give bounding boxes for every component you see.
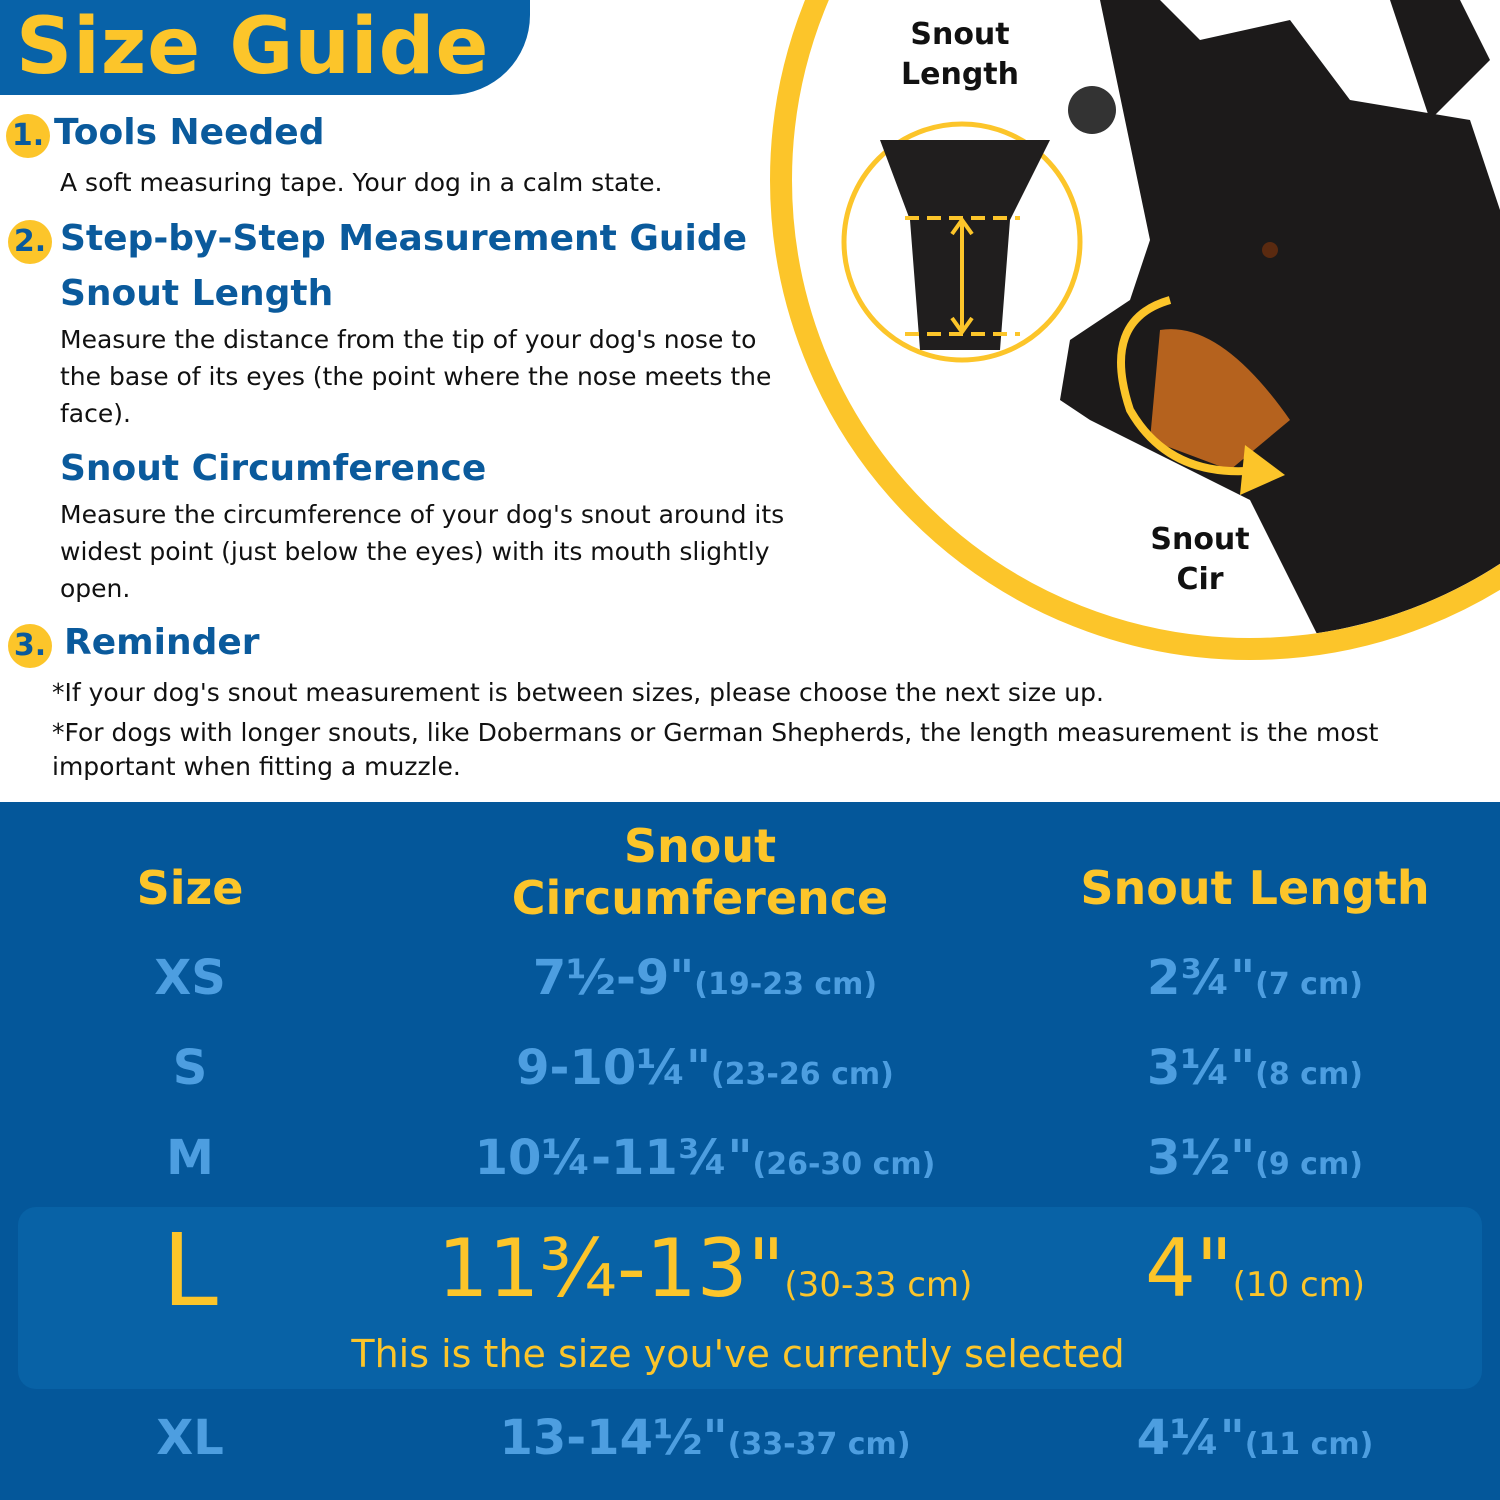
size-cell: XL	[156, 1410, 224, 1466]
value: 3¼"	[1147, 1040, 1256, 1096]
step-number-badge: 2.	[8, 220, 52, 264]
value-cm: (19-23 cm)	[694, 967, 878, 1002]
value: 10¼-11¾"	[474, 1130, 753, 1186]
length-cell: 3½"(9 cm)	[1015, 1130, 1495, 1186]
step-number-badge: 1.	[6, 114, 50, 158]
value-cm: (11 cm)	[1244, 1427, 1374, 1462]
reminder-note: *If your dog's snout measurement is betw…	[52, 678, 1104, 707]
circumference-cell: 9-10¼"(23-26 cm)	[405, 1040, 1005, 1096]
circumference-cell: 11¾-13"(30-33 cm)	[405, 1222, 1005, 1315]
section-heading: Step-by-Step Measurement Guide	[60, 218, 748, 259]
header-circumference: Snout Circumference	[511, 819, 889, 925]
section-text: A soft measuring tape. Your dog in a cal…	[60, 168, 663, 197]
circumference-arrow-icon	[1117, 296, 1285, 495]
value: 4¼"	[1136, 1410, 1245, 1466]
value: 4"	[1144, 1222, 1233, 1315]
snout-length-inset	[841, 121, 1083, 363]
doberman-image	[1060, 0, 1500, 638]
selected-size-note: This is the size you've currently select…	[351, 1332, 1125, 1376]
value: 13-14½"	[499, 1410, 728, 1466]
subheading-snout-length: Snout Length	[60, 273, 334, 314]
dog-illustration-frame	[770, 0, 1500, 660]
value: 7½-9"	[532, 950, 695, 1006]
section-heading: Tools Needed	[54, 112, 325, 153]
title-banner	[0, 0, 530, 95]
snout-length-label: Snout Length	[901, 17, 1019, 92]
circumference-cell: 13-14½"(33-37 cm)	[405, 1410, 1005, 1466]
page-title: Size Guide	[16, 2, 490, 92]
size-cell: XS	[154, 950, 226, 1006]
selected-size-highlight	[18, 1207, 1482, 1389]
step-number-badge: 3.	[8, 624, 52, 668]
header-length: Snout Length	[1080, 861, 1430, 915]
subheading-snout-circumference: Snout Circumference	[60, 448, 487, 489]
circumference-cell: 10¼-11¾"(26-30 cm)	[405, 1130, 1005, 1186]
circumference-cell: 7½-9"(19-23 cm)	[405, 950, 1005, 1006]
snout-length-text: Measure the distance from the tip of you…	[60, 325, 772, 428]
snout-circumference-text: Measure the circumference of your dog's …	[60, 500, 785, 603]
header-size: Size	[136, 861, 244, 915]
value-cm: (30-33 cm)	[784, 1265, 973, 1305]
length-cell: 3¼"(8 cm)	[1015, 1040, 1495, 1096]
value-cm: (9 cm)	[1255, 1147, 1363, 1182]
length-cell: 2¾"(7 cm)	[1015, 950, 1495, 1006]
value-cm: (26-30 cm)	[752, 1147, 936, 1182]
value: 3½"	[1147, 1130, 1256, 1186]
value: 11¾-13"	[437, 1222, 785, 1315]
section-heading: Reminder	[64, 622, 260, 663]
value-cm: (10 cm)	[1232, 1265, 1366, 1305]
value-cm: (33-37 cm)	[727, 1427, 911, 1462]
value-cm: (8 cm)	[1255, 1057, 1363, 1092]
reminder-note: *For dogs with longer snouts, like Dober…	[52, 718, 1379, 781]
value-cm: (7 cm)	[1255, 967, 1363, 1002]
length-cell: 4¼"(11 cm)	[1015, 1410, 1495, 1466]
snout-cir-label: Snout Cir	[1150, 522, 1250, 597]
length-cell: 4"(10 cm)	[1015, 1222, 1495, 1315]
value: 9-10¼"	[516, 1040, 711, 1096]
value-cm: (23-26 cm)	[710, 1057, 894, 1092]
size-cell: L	[162, 1212, 218, 1329]
value: 2¾"	[1147, 950, 1256, 1006]
size-cell: M	[166, 1130, 214, 1186]
size-cell: S	[172, 1040, 208, 1096]
